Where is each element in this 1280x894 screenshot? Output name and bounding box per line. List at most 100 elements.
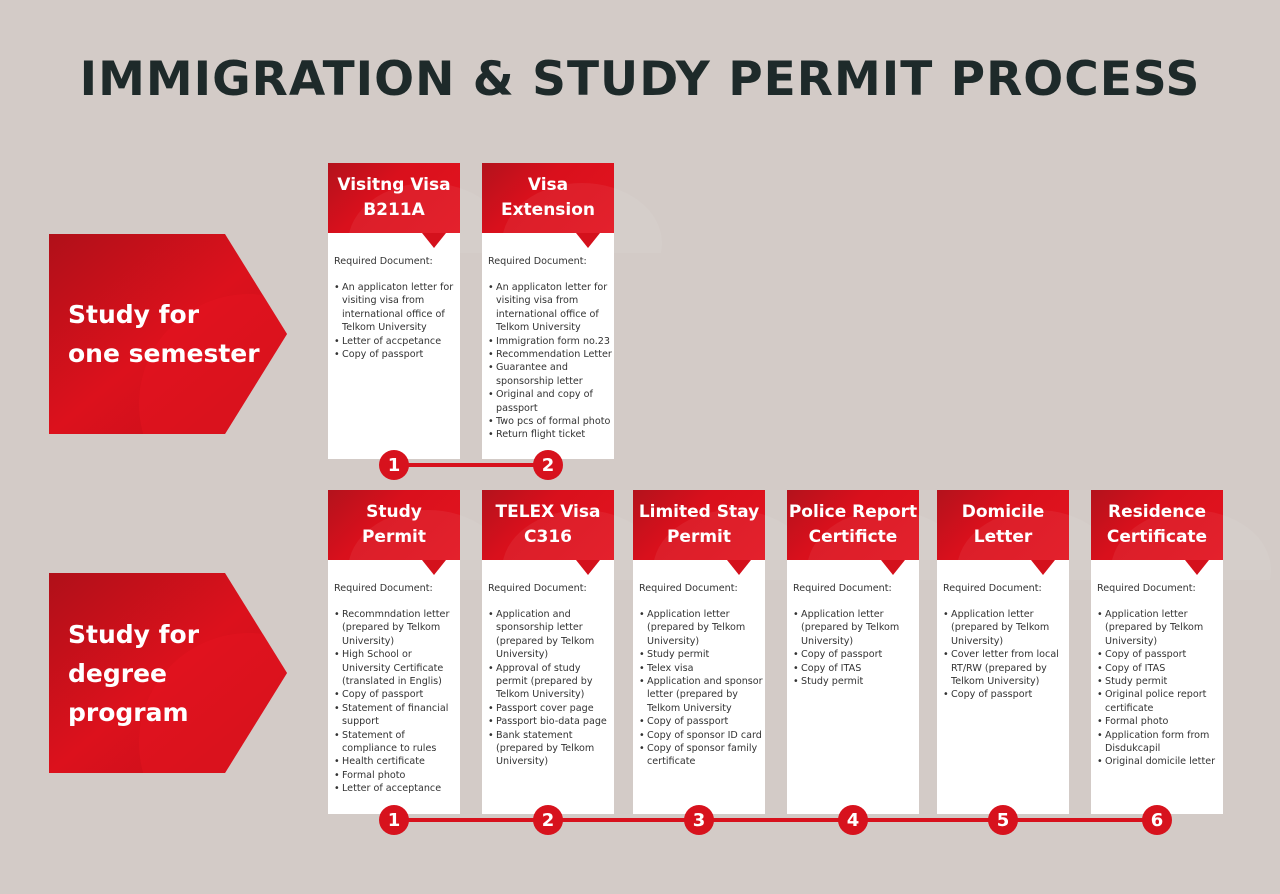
document-item: Copy of passport — [334, 348, 458, 362]
step-card-header — [633, 490, 765, 560]
step-card-header — [328, 163, 460, 233]
step-card: Visitng Visa B211A Required Document: An… — [328, 163, 460, 459]
row-label-arrow: Study for degree program — [49, 573, 287, 773]
step-title: Residence Certificate — [1106, 502, 1208, 547]
page-title: IMMIGRATION & STUDY PERMIT PROCESS — [79, 52, 1201, 107]
document-item: Copy of passport — [1097, 648, 1221, 662]
document-item: Application letter (prepared by Telkom U… — [1097, 608, 1221, 648]
document-item: Application and sponsor letter (prepared… — [639, 675, 763, 715]
step-card-header — [787, 490, 919, 560]
pointer-icon — [1031, 560, 1055, 575]
required-label: Required Document: — [334, 583, 433, 594]
document-item: Application form from Disdukcapil — [1097, 729, 1221, 756]
document-item: Original and copy of passport — [488, 388, 612, 415]
document-item: Formal photo — [334, 769, 458, 783]
document-item: Letter of accpetance — [334, 335, 458, 349]
required-label: Required Document: — [488, 583, 587, 594]
document-item: Approval of study permit (prepared by Te… — [488, 662, 612, 702]
arrow-shape-icon — [49, 573, 287, 773]
document-item: Letter of acceptance — [334, 782, 458, 796]
step-number-badge: 3 — [684, 805, 714, 835]
step-number-badge: 2 — [533, 805, 563, 835]
step-card-header — [1091, 490, 1223, 560]
document-list: Application and sponsorship letter (prep… — [488, 608, 612, 769]
document-item: Study permit — [793, 675, 917, 689]
step-card: Residence Certificate Required Document:… — [1091, 490, 1223, 814]
document-item: Study permit — [639, 648, 763, 662]
document-item: Copy of ITAS — [793, 662, 917, 676]
document-item: Passport cover page — [488, 702, 612, 716]
document-item: Cover letter from local RT/RW (prepared … — [943, 648, 1067, 688]
document-item: An applicaton letter for visiting visa f… — [334, 281, 458, 335]
document-list: Application letter (prepared by Telkom U… — [639, 608, 763, 769]
pointer-icon — [576, 233, 600, 248]
document-item: Recommendation Letter — [488, 348, 612, 362]
step-card: Study Permit Required Document: Recommnd… — [328, 490, 460, 814]
document-item: Return flight ticket — [488, 428, 612, 442]
document-item: Passport bio-data page — [488, 715, 612, 729]
row-label: Study for one semester — [68, 300, 260, 368]
step-card-header — [482, 163, 614, 233]
document-item: Copy of passport — [334, 688, 458, 702]
required-label: Required Document: — [1097, 583, 1196, 594]
arrow-shape-icon — [49, 234, 287, 434]
step-title: Police Report Certificte — [788, 502, 918, 547]
document-item: High School or University Certificate (t… — [334, 648, 458, 688]
pointer-icon — [422, 560, 446, 575]
step-card: Visa Extension Required Document: An app… — [482, 163, 614, 459]
required-label: Required Document: — [488, 256, 587, 267]
document-list: Application letter (prepared by Telkom U… — [943, 608, 1067, 702]
step-title: Limited Stay Permit — [638, 502, 760, 547]
document-list: An applicaton letter for visiting visa f… — [334, 281, 458, 362]
document-item: Statement of compliance to rules — [334, 729, 458, 756]
step-number-badge: 1 — [379, 805, 409, 835]
document-item: Application letter (prepared by Telkom U… — [639, 608, 763, 648]
document-item: Application letter (prepared by Telkom U… — [793, 608, 917, 648]
document-item: Copy of passport — [639, 715, 763, 729]
required-label: Required Document: — [639, 583, 738, 594]
row-label: Study for degree program — [68, 619, 200, 727]
document-item: Study permit — [1097, 675, 1221, 689]
document-list: Application letter (prepared by Telkom U… — [1097, 608, 1221, 769]
step-card-header — [328, 490, 460, 560]
document-item: Statement of financial support — [334, 702, 458, 729]
document-item: Recommndation letter (prepared by Telkom… — [334, 608, 458, 648]
document-item: Application and sponsorship letter (prep… — [488, 608, 612, 662]
document-list: An applicaton letter for visiting visa f… — [488, 281, 612, 442]
document-item: Bank statement (prepared by Telkom Unive… — [488, 729, 612, 769]
step-title: Study Permit — [361, 502, 427, 547]
document-item: Copy of passport — [793, 648, 917, 662]
step-number-badge: 4 — [838, 805, 868, 835]
step-number-badge: 6 — [1142, 805, 1172, 835]
step-card: Limited Stay Permit Required Document: A… — [633, 490, 765, 814]
step-title: Domicile Letter — [961, 502, 1045, 547]
step-number-badge: 1 — [379, 450, 409, 480]
pointer-icon — [1185, 560, 1209, 575]
step-card: Domicile Letter Required Document: Appli… — [937, 490, 1069, 814]
document-item: Telex visa — [639, 662, 763, 676]
document-item: Health certificate — [334, 755, 458, 769]
required-label: Required Document: — [793, 583, 892, 594]
step-card: Police Report Certificte Required Docume… — [787, 490, 919, 814]
pointer-icon — [881, 560, 905, 575]
document-item: Copy of sponsor family certificate — [639, 742, 763, 769]
document-list: Application letter (prepared by Telkom U… — [793, 608, 917, 689]
step-card: TELEX Visa C316 Required Document: Appli… — [482, 490, 614, 814]
document-list: Recommndation letter (prepared by Telkom… — [334, 608, 458, 796]
document-item: Copy of passport — [943, 688, 1067, 702]
step-card-header — [937, 490, 1069, 560]
document-item: Two pcs of formal photo — [488, 415, 612, 429]
row-label-arrow: Study for one semester — [49, 234, 287, 434]
pointer-icon — [422, 233, 446, 248]
step-title: TELEX Visa C316 — [495, 502, 601, 547]
required-label: Required Document: — [334, 256, 433, 267]
step-connector-line — [394, 463, 548, 467]
required-label: Required Document: — [943, 583, 1042, 594]
document-item: An applicaton letter for visiting visa f… — [488, 281, 612, 335]
pointer-icon — [727, 560, 751, 575]
document-item: Formal photo — [1097, 715, 1221, 729]
step-title: Visa Extension — [500, 175, 596, 220]
document-item: Guarantee and sponsorship letter — [488, 361, 612, 388]
pointer-icon — [576, 560, 600, 575]
document-item: Copy of ITAS — [1097, 662, 1221, 676]
